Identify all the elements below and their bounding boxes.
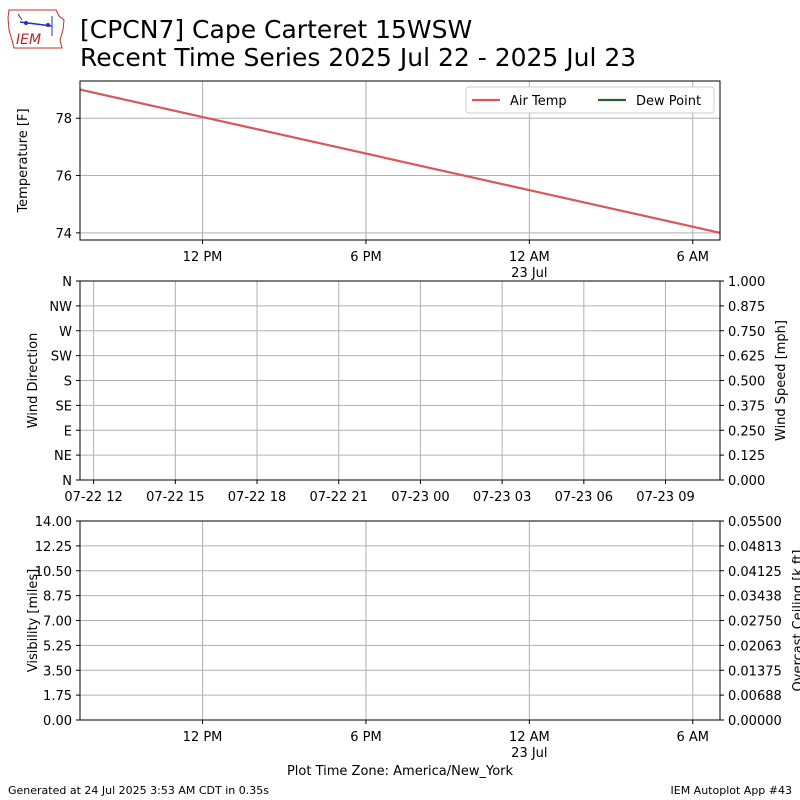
x-tick-label: 07-23 00 — [391, 490, 449, 505]
y-axis-title: Visibility [miles] — [26, 569, 41, 672]
x-tick-label: 07-22 12 — [64, 490, 122, 505]
x-tick-label: 07-22 15 — [146, 490, 204, 505]
y-tick-label-left: SE — [56, 399, 72, 414]
series-line-air-temp — [79, 88, 721, 234]
y-axis-title: Temperature [F] — [16, 108, 31, 213]
x-tick-label: 12 PM — [183, 730, 223, 745]
y-tick-label-right: 0.03438 — [728, 590, 782, 605]
y-tick-label-left: N — [62, 275, 72, 290]
y-tick-label-right: 0.02750 — [728, 615, 782, 630]
title-line-1: [CPCN7] Cape Carteret 15WSW — [80, 15, 473, 44]
plot-frame — [79, 280, 721, 481]
y-tick-label-right: 0.01375 — [728, 664, 782, 679]
x-tick-label: 07-23 09 — [636, 490, 694, 505]
y-tick-label-left: 10.50 — [35, 565, 72, 580]
y-tick-label: 78 — [55, 112, 72, 127]
y-tick-label-right: 0.00688 — [728, 689, 782, 704]
y-tick-label-left: 1.75 — [43, 689, 72, 704]
y-axis-title-right: Wind Speed [mph] — [774, 320, 789, 441]
plot-frame — [79, 80, 721, 241]
y-tick-label: 76 — [55, 170, 72, 185]
x-tick-label: 6 PM — [350, 250, 381, 265]
x-tick-label: 6 AM — [677, 250, 710, 265]
x-tick-label: 07-22 18 — [228, 490, 286, 505]
plot-frame — [79, 520, 721, 721]
y-tick-label-left: 5.25 — [43, 639, 72, 654]
y-tick-label-right: 0.375 — [728, 399, 765, 414]
y-tick-label-right: 0.04813 — [728, 540, 782, 555]
y-tick-label-left: SW — [51, 350, 72, 365]
x-tick-sublabel: 23 Jul — [511, 746, 547, 761]
iem-logo: IEM — [6, 6, 68, 54]
y-tick-label-left: S — [64, 375, 72, 390]
generated-note: Generated at 24 Jul 2025 3:53 AM CDT in … — [8, 784, 269, 797]
wind-panel: 07-22 12 07-22 15 07-22 18 07-22 21 07-23 00… — [26, 275, 789, 505]
x-tick-label: 07-23 06 — [555, 490, 613, 505]
y-tick-label-right: 0.750 — [728, 325, 765, 340]
legend-box — [465, 86, 715, 114]
x-tick-label: 07-23 03 — [473, 490, 531, 505]
chart-title: [CPCN7] Cape Carteret 15WSW Recent Time … — [80, 16, 636, 72]
y-axis-title-right: Overcast Ceiling [k ft] — [791, 550, 800, 692]
title-line-2: Recent Time Series 2025 Jul 22 - 2025 Ju… — [80, 43, 637, 72]
y-tick-label-right: 0.05500 — [728, 515, 782, 530]
y-tick-label-right: 0.000 — [728, 474, 765, 489]
x-tick-label: 07-22 21 — [309, 490, 367, 505]
y-axis-title: Wind Direction — [26, 333, 41, 429]
app-label: IEM Autoplot App #43 — [670, 784, 793, 797]
x-tick-label: 6 AM — [677, 730, 710, 745]
y-tick-label-left: 0.00 — [43, 714, 72, 729]
y-tick-label-left: E — [64, 424, 72, 439]
y-tick-label-right: 0.04125 — [728, 565, 782, 580]
y-tick-label-right: 0.500 — [728, 375, 765, 390]
y-tick-label-left: 7.00 — [43, 615, 72, 630]
y-tick-label-left: N — [62, 474, 72, 489]
y-tick-label: 74 — [55, 227, 72, 242]
y-tick-label-right: 0.125 — [728, 449, 765, 464]
x-tick-label: 12 AM — [509, 730, 550, 745]
iem-logo-graphic: IEM — [7, 9, 65, 49]
y-tick-label-right: 0.625 — [728, 350, 765, 365]
x-tick-sublabel: 23 Jul — [511, 266, 547, 281]
timezone-label: Plot Time Zone: America/New_York — [286, 764, 514, 779]
y-tick-label-right: 0.250 — [728, 424, 765, 439]
x-tick-label: 12 AM — [509, 250, 550, 265]
y-tick-label-right: 1.000 — [728, 275, 765, 290]
legend-label: Air Temp — [510, 94, 567, 109]
y-tick-label-right: 0.00000 — [728, 714, 782, 729]
x-tick-label: 12 PM — [183, 250, 223, 265]
y-tick-label-left: 14.00 — [35, 515, 72, 530]
y-tick-label-left: W — [59, 325, 72, 340]
y-tick-label-left: NW — [49, 300, 72, 315]
x-tick-label: 6 PM — [350, 730, 381, 745]
y-tick-label-left: 12.25 — [35, 540, 72, 555]
y-tick-label-left: 8.75 — [43, 590, 72, 605]
y-tick-label-right: 0.875 — [728, 300, 765, 315]
y-tick-label-left: 3.50 — [43, 664, 72, 679]
logo-text: IEM — [16, 32, 41, 48]
legend-label: Dew Point — [636, 94, 701, 109]
y-tick-label-left: NE — [54, 449, 72, 464]
y-tick-label-right: 0.02063 — [728, 639, 782, 654]
